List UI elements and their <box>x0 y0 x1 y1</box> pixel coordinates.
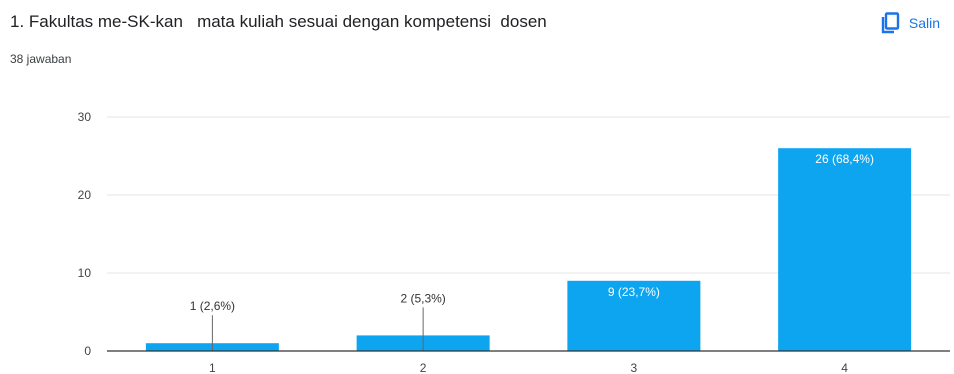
copy-icon <box>881 12 901 34</box>
y-tick-label: 20 <box>78 188 92 202</box>
y-tick-label: 30 <box>78 110 92 124</box>
y-tick-label: 0 <box>84 344 91 358</box>
y-tick-label: 10 <box>78 266 92 280</box>
response-count: 38 jawaban <box>10 52 72 66</box>
data-label: 2 (5,3%) <box>400 291 445 305</box>
x-tick-label: 1 <box>209 361 216 374</box>
copy-button[interactable]: Salin <box>875 8 946 38</box>
x-tick-label: 2 <box>420 361 427 374</box>
copy-button-label: Salin <box>908 15 940 31</box>
data-label: 1 (2,6%) <box>190 299 235 313</box>
data-label: 26 (68,4%) <box>815 152 874 166</box>
x-tick-label: 3 <box>631 361 638 374</box>
x-tick-label: 4 <box>841 361 848 374</box>
bar <box>567 280 701 351</box>
bar <box>778 148 912 351</box>
question-title: 1. Fakultas me-SK-kan mata kuliah sesuai… <box>10 12 547 31</box>
data-label: 9 (23,7%) <box>608 285 660 299</box>
